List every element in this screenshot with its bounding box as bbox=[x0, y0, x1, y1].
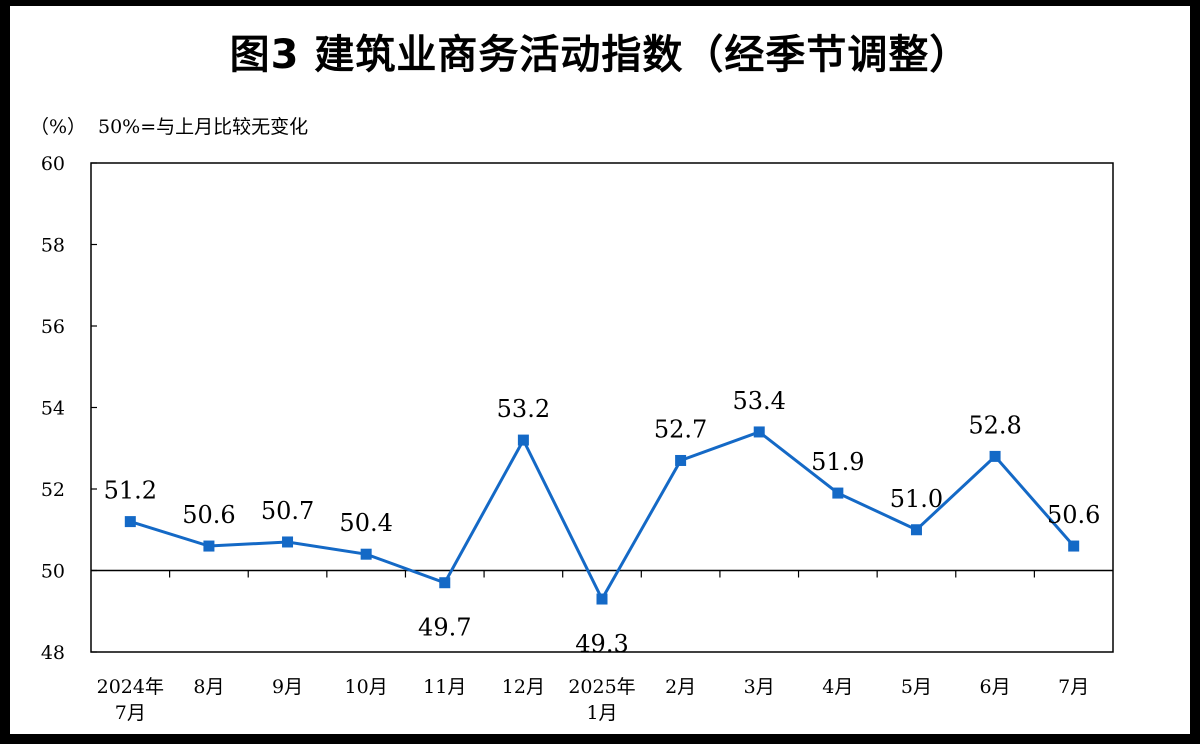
data-label: 51.2 bbox=[104, 477, 157, 505]
x-tick-label: 5月 bbox=[901, 676, 932, 698]
y-tick-label: 50 bbox=[41, 561, 65, 583]
x-tick-label: 11月 bbox=[423, 676, 466, 698]
chart-title: 图3 建筑业商务活动指数（经季节调整） bbox=[229, 32, 971, 78]
x-tick-label: 2月 bbox=[665, 676, 696, 698]
x-tick-label: 10月 bbox=[345, 676, 388, 698]
data-point-marker bbox=[675, 454, 687, 466]
chart-note: 50%=与上月比较无变化 bbox=[98, 116, 309, 138]
data-point-marker bbox=[203, 540, 215, 552]
data-point-marker bbox=[753, 426, 765, 438]
data-point-marker bbox=[360, 548, 372, 560]
data-label: 52.7 bbox=[654, 415, 707, 443]
data-label: 50.6 bbox=[1047, 501, 1100, 529]
data-point-marker bbox=[1068, 540, 1080, 552]
data-label: 53.2 bbox=[497, 395, 550, 423]
data-label: 52.8 bbox=[968, 411, 1021, 439]
data-label: 53.4 bbox=[733, 387, 786, 415]
x-tick-label: 7月 bbox=[1058, 676, 1089, 698]
x-tick-label: 2024年 bbox=[97, 676, 164, 698]
x-tick-label: 9月 bbox=[272, 676, 303, 698]
y-axis-unit: （%） bbox=[30, 116, 87, 138]
x-tick-label: 1月 bbox=[586, 702, 617, 724]
y-tick-label: 52 bbox=[41, 479, 65, 501]
data-label: 51.0 bbox=[890, 485, 943, 513]
data-point-marker bbox=[439, 577, 451, 589]
y-tick-label: 54 bbox=[41, 398, 65, 420]
y-tick-label: 56 bbox=[41, 316, 65, 338]
x-tick-label: 4月 bbox=[822, 676, 853, 698]
x-tick-label: 8月 bbox=[193, 676, 224, 698]
plot-frame bbox=[90, 162, 1114, 653]
x-tick-label: 12月 bbox=[502, 676, 545, 698]
data-point-marker bbox=[910, 524, 922, 536]
data-point-marker bbox=[832, 487, 844, 499]
data-label: 51.9 bbox=[811, 448, 864, 476]
data-point-marker bbox=[517, 434, 529, 446]
data-point-marker bbox=[124, 516, 136, 528]
data-label: 49.3 bbox=[575, 630, 628, 658]
data-label: 50.6 bbox=[182, 501, 235, 529]
chart-card bbox=[10, 6, 1190, 734]
data-label: 49.7 bbox=[418, 614, 471, 642]
data-point-marker bbox=[989, 450, 1001, 462]
data-point-marker bbox=[282, 536, 294, 548]
y-tick-label: 58 bbox=[41, 235, 65, 257]
y-tick-label: 60 bbox=[41, 153, 65, 175]
y-tick-label: 48 bbox=[41, 642, 65, 664]
x-tick-label: 2025年 bbox=[568, 676, 635, 698]
x-tick-label: 3月 bbox=[744, 676, 775, 698]
x-tick-label: 6月 bbox=[980, 676, 1011, 698]
x-tick-label: 7月 bbox=[115, 702, 146, 724]
data-point-marker bbox=[596, 593, 608, 605]
data-label: 50.4 bbox=[339, 509, 392, 537]
data-label: 50.7 bbox=[261, 497, 314, 525]
